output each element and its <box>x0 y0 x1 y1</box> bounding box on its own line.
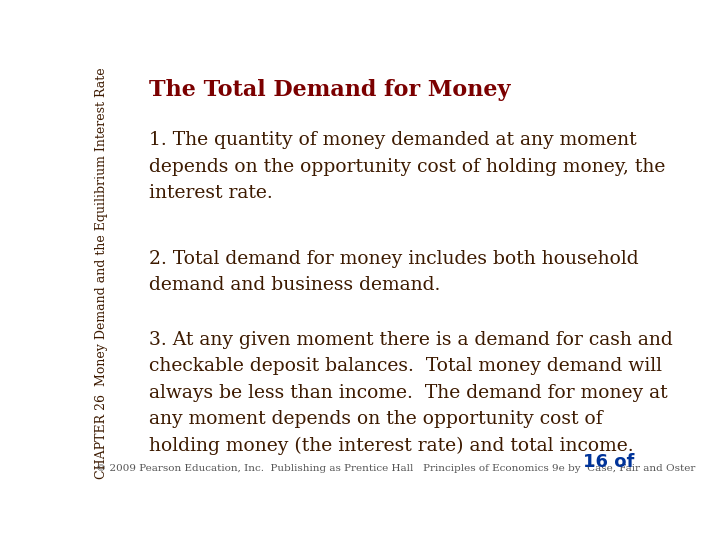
Text: 16 of: 16 of <box>582 454 634 471</box>
Text: © 2009 Pearson Education, Inc.  Publishing as Prentice Hall   Principles of Econ: © 2009 Pearson Education, Inc. Publishin… <box>96 464 695 473</box>
Text: 1. The quantity of money demanded at any moment
depends on the opportunity cost : 1. The quantity of money demanded at any… <box>148 131 665 202</box>
Text: The Total Demand for Money: The Total Demand for Money <box>148 79 510 102</box>
Text: 3. At any given moment there is a demand for cash and
checkable deposit balances: 3. At any given moment there is a demand… <box>148 331 672 455</box>
Text: CHAPTER 26  Money Demand and the Equilibrium Interest Rate: CHAPTER 26 Money Demand and the Equilibr… <box>94 67 108 478</box>
Text: 2. Total demand for money includes both household
demand and business demand.: 2. Total demand for money includes both … <box>148 250 638 294</box>
